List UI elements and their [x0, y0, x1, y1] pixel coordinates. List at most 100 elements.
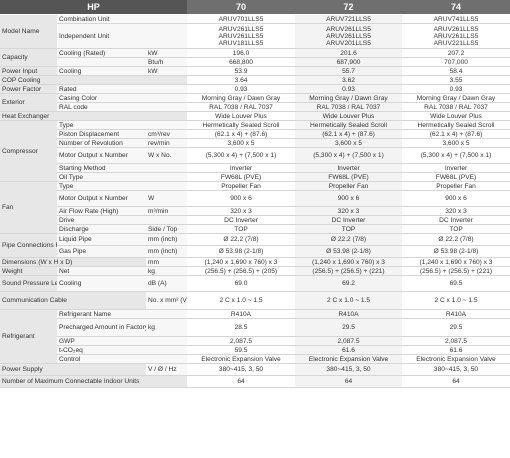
row-unit: rev/min: [146, 138, 188, 148]
row-value-72: ARUV261LLS5 ARUV261LLS5 ARUV201LLS5: [295, 23, 403, 49]
table-row: Precharged Amount in Factory kg 28.5 29.5 29…: [0, 318, 510, 337]
value-line: 29.5: [449, 324, 463, 331]
value-line: (5,300 x 4) + (7,500 x 1): [313, 152, 384, 159]
value-line: ARUV261LLS5: [326, 25, 371, 33]
value-lines: 707,000: [404, 59, 508, 66]
row-value-70: 59.5: [187, 345, 296, 355]
row-unit: [146, 102, 188, 112]
row-value-74: 2 C x 1.0 ~ 1.5: [402, 291, 510, 310]
value-lines: 320 x 3: [404, 208, 508, 215]
row-item: t-CO₂eq: [57, 345, 146, 355]
value-line: 707,000: [444, 58, 468, 66]
value-line: 61.6: [342, 346, 355, 354]
model-header-74: 74: [402, 0, 510, 15]
value-lines: 0.93: [404, 86, 508, 93]
value-lines: 58.4: [404, 68, 508, 75]
row-value-70: Ø 53.98 (2-1/8): [187, 245, 296, 258]
row-item: Refrigerant Name: [57, 309, 146, 319]
value-lines: 0.93: [189, 86, 293, 93]
value-line: Ø 22.2 (7/8): [438, 236, 474, 243]
row-item: RAL code: [57, 102, 146, 112]
row-item: GWP: [57, 336, 146, 346]
value-line: 28.5: [234, 324, 248, 331]
row-value-70: Ø 22.2 (7/8): [187, 233, 296, 246]
value-lines: (5,300 x 4) + (7,500 x 1): [297, 152, 400, 159]
row-value-70: 320 x 3: [187, 206, 296, 216]
value-lines: (62.1 x 4) + (87.6): [297, 131, 400, 138]
value-line: 0.93: [449, 85, 463, 93]
value-lines: 64: [189, 378, 293, 385]
value-line: Morning Gray / Dawn Gray: [309, 94, 388, 102]
row-value-72: FW68L (PVE): [295, 172, 403, 182]
row-value-74: (5,300 x 4) + (7,500 x 1): [402, 147, 510, 164]
value-line: Ø 22.2 (7/8): [223, 236, 259, 243]
value-lines: 3.62: [297, 77, 400, 84]
value-line: R410A: [445, 310, 467, 318]
row-value-74: Ø 22.2 (7/8): [402, 233, 510, 246]
value-line: Wide Louver Plus: [322, 112, 375, 120]
row-category: Dimensions (W x H x D): [0, 257, 146, 267]
value-lines: 2 C x 1.0 ~ 1.5: [297, 297, 400, 304]
table-row: Piston Displacement cm³/rev (62.1 x 4) + (…: [0, 129, 510, 139]
row-item: Drive: [57, 215, 146, 225]
value-line: 29.5: [342, 324, 355, 331]
row-value-70: Inverter: [187, 163, 296, 173]
row-value-72: (5,300 x 4) + (7,500 x 1): [295, 147, 403, 164]
value-line: ARUV261LLS5: [326, 32, 371, 40]
row-unit: [146, 309, 188, 319]
row-value-74: TOP: [402, 224, 510, 234]
value-lines: Ø 22.2 (7/8): [297, 236, 400, 243]
row-item: Net: [57, 266, 146, 276]
table-row: Power Factor Rated 0.93 0.93 0.93: [0, 84, 510, 94]
row-unit: [146, 84, 188, 94]
value-line: (5,300 x 4) + (7,500 x 1): [205, 152, 277, 159]
row-value-70: 196.0: [187, 48, 296, 58]
value-line: Hermetically Sealed Scroll: [417, 121, 495, 129]
table-row: COP Cooling 3.64 3.62 3.55: [0, 75, 510, 85]
value-line: 3.55: [449, 76, 463, 84]
value-lines: 29.5: [404, 324, 508, 331]
row-value-74: 3,600 x 5: [402, 138, 510, 148]
row-item: Control: [57, 354, 146, 364]
value-lines: Morning Gray / Dawn Gray: [297, 95, 400, 102]
value-lines: Ø 22.2 (7/8): [404, 236, 508, 243]
value-line: 380~415, 3, 50: [218, 366, 264, 373]
row-value-70: 64: [187, 375, 296, 388]
value-lines: DC Inverter: [189, 217, 293, 224]
value-line: DC Inverter: [224, 216, 258, 224]
row-value-74: (256.5) + (256.5) + (221): [402, 266, 510, 276]
value-lines: 207.2: [404, 50, 508, 57]
row-unit: mm (inch): [146, 245, 188, 258]
value-line: 61.6: [449, 346, 463, 354]
value-lines: Inverter: [297, 165, 400, 172]
row-unit: W x No.: [146, 147, 188, 164]
value-lines: (256.5) + (256.5) + (221): [404, 268, 508, 275]
row-value-70: 668,800: [187, 57, 296, 67]
value-line: (1,240 x 1,690 x 760) x 3: [419, 258, 493, 266]
value-lines: R410A: [297, 311, 400, 318]
row-item: Cooling: [57, 275, 146, 292]
value-lines: ARUV261LLS5 ARUV261LLS5 ARUV221LLS5: [404, 26, 508, 47]
value-line: (62.1 x 4) + (87.6): [322, 130, 375, 138]
value-lines: TOP: [404, 226, 508, 233]
value-lines: 900 x 6: [189, 195, 293, 202]
row-unit: [146, 215, 188, 225]
value-lines: R410A: [404, 311, 508, 318]
value-line: 2 C x 1.0 ~ 1.5: [326, 297, 371, 304]
value-line: Hermetically Sealed Scroll: [310, 121, 387, 129]
value-lines: 59.5: [189, 347, 293, 354]
value-lines: 3.64: [189, 77, 293, 84]
value-line: 2,087.5: [337, 337, 360, 345]
table-row: Heat Exchanger Wide Louver Plus Wide Louve…: [0, 111, 510, 121]
value-line: TOP: [449, 225, 463, 233]
value-line: Propeller Fan: [436, 182, 476, 190]
row-unit: [146, 23, 188, 49]
row-item: [57, 57, 146, 67]
row-value-72: 69.2: [295, 275, 403, 292]
row-value-70: 69.0: [187, 275, 296, 292]
value-lines: (62.1 x 4) + (87.6): [404, 131, 508, 138]
row-category: Communication Cable: [0, 291, 146, 310]
value-lines: 61.6: [297, 347, 400, 354]
row-category: Exterior: [0, 93, 57, 112]
row-item: Precharged Amount in Factory: [57, 318, 146, 337]
